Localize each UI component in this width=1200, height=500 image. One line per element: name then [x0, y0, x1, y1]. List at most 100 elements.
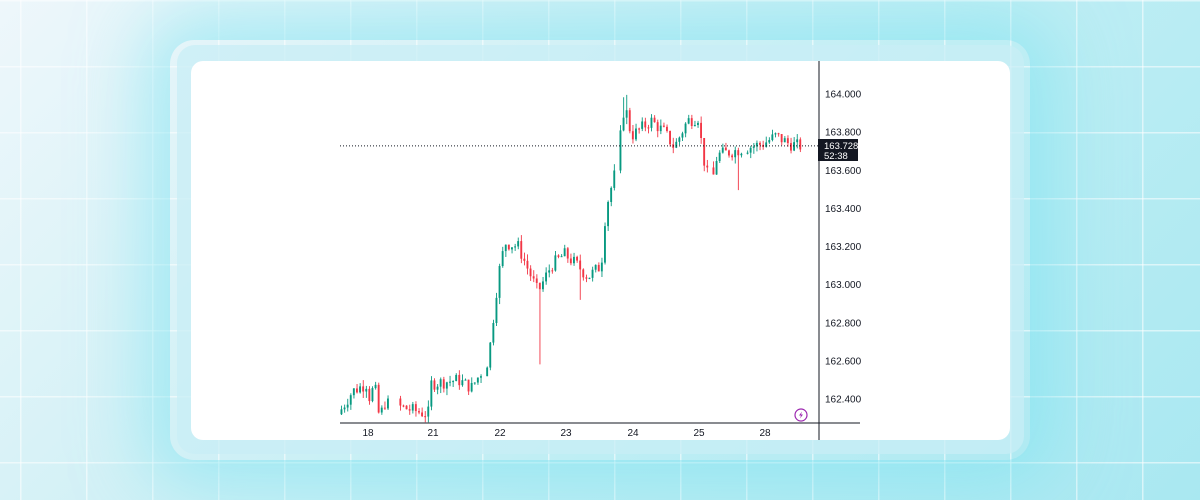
candle-body	[721, 147, 724, 153]
lightning-bolt-icon[interactable]	[794, 408, 808, 422]
candle-body	[402, 405, 405, 407]
candle-body	[517, 241, 520, 247]
price-tick-label: 162.600	[825, 356, 862, 367]
candle-body	[566, 248, 569, 259]
candle-body	[380, 407, 383, 413]
candle-body	[418, 411, 420, 413]
candle-body	[374, 384, 377, 389]
candle-body	[728, 150, 730, 156]
candle-countdown: 52:38	[824, 151, 848, 162]
candle-body	[495, 297, 498, 323]
candle-body	[408, 409, 411, 411]
candle-body	[464, 379, 467, 381]
candle-body	[771, 134, 774, 141]
price-axis-labels: 162.400 162.600 162.800 163.000 163.200 163.4…	[825, 90, 862, 406]
candle-body	[573, 256, 575, 264]
price-tick-label: 163.200	[825, 242, 862, 253]
time-tick-label: 23	[560, 428, 572, 439]
candle-body	[486, 367, 489, 377]
candle-body	[635, 128, 637, 140]
candle-body	[449, 381, 451, 383]
candle-body	[697, 122, 699, 125]
candle-body	[600, 262, 603, 272]
candle-body	[684, 123, 687, 134]
candle-body	[588, 277, 591, 279]
candle-body	[387, 398, 389, 409]
candle-body	[790, 143, 792, 151]
candle-body	[777, 133, 780, 135]
candle-body	[569, 258, 572, 264]
candle-body	[631, 131, 634, 140]
price-tick-label: 163.600	[825, 166, 862, 177]
candle-body	[780, 134, 783, 143]
candle-body	[799, 139, 802, 150]
candle-body	[793, 142, 795, 151]
candle-body	[560, 256, 563, 258]
price-label-background	[818, 139, 858, 161]
time-tick-label: 25	[693, 428, 705, 439]
candle-body	[737, 150, 740, 156]
candle-body	[783, 138, 786, 143]
candle-body	[349, 395, 352, 405]
candle-body	[405, 405, 408, 410]
candle-body	[700, 122, 702, 138]
candle-body	[641, 121, 644, 129]
candle-body	[690, 118, 693, 127]
price-tick-label: 163.000	[825, 280, 862, 291]
time-axis-labels: 18 21 22 23 24 25 28	[362, 428, 771, 439]
candle-body	[492, 322, 495, 343]
candle-body	[461, 380, 464, 386]
price-chart[interactable]: 18 21 22 23 24 25 28 162.400 162.600 162.800 163.…	[191, 61, 1010, 440]
price-tick-label: 162.800	[825, 318, 862, 329]
candle-body	[678, 137, 681, 142]
candle-body	[759, 142, 761, 145]
candle-body	[371, 388, 374, 402]
candle-body	[746, 152, 749, 154]
candle-body	[368, 388, 371, 402]
candle-body	[768, 140, 771, 143]
candle-body	[693, 124, 696, 127]
candle-body	[604, 226, 606, 263]
candle-body	[480, 376, 482, 378]
candle-body	[610, 187, 613, 202]
time-tick-label: 22	[494, 428, 506, 439]
candle-body	[755, 142, 758, 147]
chart-card: 18 21 22 23 24 25 28 162.400 162.600 162.800 163.…	[191, 61, 1010, 440]
candle-body	[653, 117, 656, 123]
candle-body	[504, 244, 507, 252]
candle-body	[619, 130, 622, 171]
candle-body	[548, 270, 551, 273]
candle-body	[433, 380, 436, 390]
candle-body	[458, 374, 461, 386]
candle-body	[377, 384, 380, 413]
candle-body	[647, 127, 650, 129]
candle-body	[734, 150, 737, 158]
candle-body	[579, 260, 582, 270]
candle-body	[625, 110, 628, 118]
candle-body	[473, 382, 476, 384]
current-price-value: 163.728	[824, 141, 858, 152]
candle-body	[597, 264, 600, 272]
candle-body	[439, 379, 442, 387]
candle-body	[607, 201, 609, 227]
candle-body	[511, 247, 513, 250]
candle-body	[591, 269, 594, 278]
candle-body	[507, 244, 510, 250]
price-tick-label: 164.000	[825, 90, 862, 101]
candle-body	[666, 126, 668, 131]
current-price-label: 163.728 52:38	[818, 139, 858, 162]
candle-body	[520, 241, 523, 259]
candle-body	[445, 382, 448, 389]
candle-body	[424, 416, 427, 418]
candle-body	[340, 409, 343, 415]
candle-body	[563, 248, 566, 257]
candle-body	[638, 128, 640, 130]
candle-body	[498, 266, 501, 298]
candle-body	[383, 407, 386, 409]
time-tick-label: 18	[362, 428, 374, 439]
candle-body	[731, 155, 733, 158]
candle-body	[442, 379, 445, 389]
candle-body	[467, 379, 470, 392]
candle-body	[436, 386, 439, 390]
candle-body	[489, 342, 492, 368]
